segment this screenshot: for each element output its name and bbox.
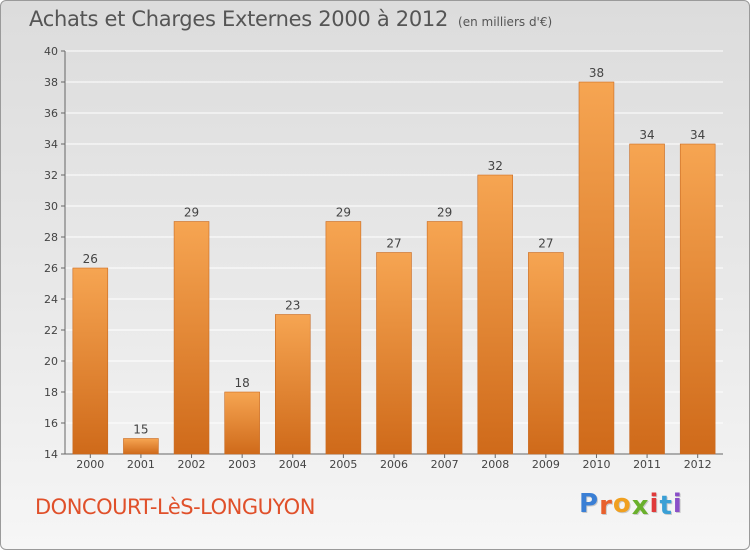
logo-letter: i: [672, 489, 683, 519]
logo-letter: o: [612, 489, 632, 519]
logo-letter: x: [631, 491, 650, 521]
y-tick-label: 40: [44, 45, 58, 58]
y-tick-label: 30: [44, 200, 58, 213]
commune-name: DONCOURT-LèS-LONGUYON: [35, 495, 315, 519]
value-label: 29: [184, 206, 199, 220]
x-tick-label: 2007: [431, 458, 459, 471]
value-label: 23: [285, 299, 300, 313]
value-label: 29: [336, 206, 351, 220]
bar: [578, 81, 615, 455]
x-tick-label: 2004: [279, 458, 307, 471]
y-tick-label: 20: [44, 355, 58, 368]
logo-letter: r: [599, 491, 613, 521]
bar: [224, 391, 260, 455]
value-label: 15: [133, 423, 148, 437]
x-tick-label: 2010: [582, 458, 610, 471]
y-tick-label: 32: [44, 169, 58, 182]
y-tick-label: 26: [44, 262, 58, 275]
x-tick-label: 2006: [380, 458, 408, 471]
y-tick-label: 38: [44, 76, 58, 89]
chart-title: Achats et Charges Externes 2000 à 2012 (e…: [29, 7, 552, 31]
y-tick-label: 34: [44, 138, 58, 151]
bar: [275, 314, 311, 455]
x-tick-label: 2001: [127, 458, 155, 471]
x-tick-label: 2002: [178, 458, 206, 471]
bar: [629, 143, 665, 455]
logo-letter: t: [659, 491, 673, 521]
logo-letter: P: [579, 489, 600, 519]
y-tick-label: 28: [44, 231, 58, 244]
bar: [679, 143, 716, 455]
chart-unit: (en milliers d'€): [458, 15, 553, 29]
y-tick-label: 18: [44, 386, 58, 399]
bar: [376, 252, 412, 455]
x-tick-label: 2000: [76, 458, 104, 471]
chart-title-text: Achats et Charges Externes 2000 à 2012: [29, 7, 449, 31]
bar: [528, 252, 564, 455]
y-tick-label: 16: [44, 417, 58, 430]
y-tick-label: 14: [44, 448, 58, 461]
bar: [325, 221, 362, 455]
value-label: 38: [589, 66, 604, 80]
bar: [477, 174, 513, 455]
y-tick-label: 24: [44, 293, 58, 306]
y-tick-label: 36: [44, 107, 58, 120]
x-tick-label: 2008: [481, 458, 509, 471]
logo-letter: i: [649, 489, 660, 519]
value-label: 32: [488, 159, 503, 173]
proxiti-logo: Proxiti: [579, 489, 683, 521]
x-tick-label: 2011: [633, 458, 661, 471]
bar: [173, 221, 210, 455]
bar: [123, 438, 159, 455]
value-label: 34: [639, 128, 654, 142]
x-tick-label: 2005: [329, 458, 357, 471]
value-label: 27: [386, 237, 401, 251]
bars: [72, 81, 716, 455]
value-label: 27: [538, 237, 553, 251]
y-tick-label: 22: [44, 324, 58, 337]
value-label: 29: [437, 206, 452, 220]
x-tick-label: 2012: [684, 458, 712, 471]
bar: [426, 221, 463, 455]
bar: [72, 267, 109, 455]
labels: 14 16 18 20 22 24 26 28 30 32 34 36 38 40 26 2000 15 2001…: [44, 45, 712, 471]
x-tick-label: 2009: [532, 458, 560, 471]
x-tick-label: 2003: [228, 458, 256, 471]
value-label: 34: [690, 128, 705, 142]
value-label: 18: [235, 376, 250, 390]
value-label: 26: [83, 252, 98, 266]
